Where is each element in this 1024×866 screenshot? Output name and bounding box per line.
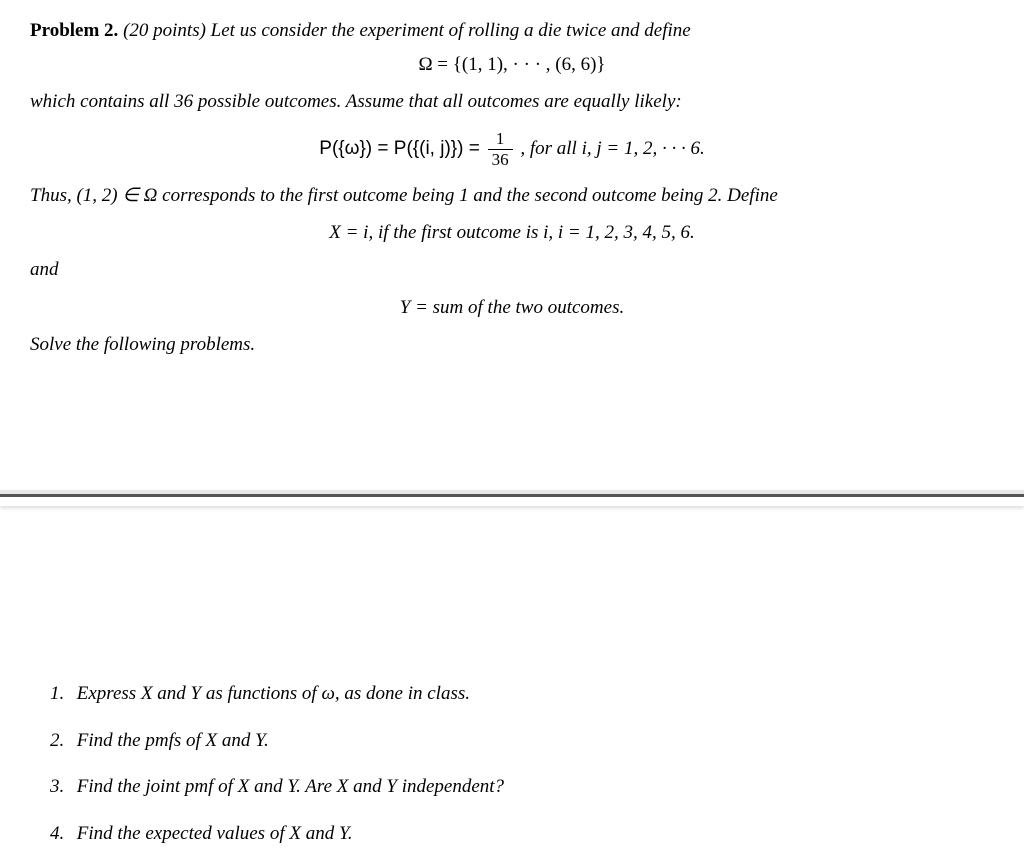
question-3: 3. Find the joint pmf of X and Y. Are X … bbox=[50, 773, 984, 802]
solve-text: Solve the following problems. bbox=[30, 331, 994, 360]
question-2: 2. Find the pmfs of X and Y. bbox=[50, 727, 984, 756]
probability-equation: P({ω}) = P({(i, j)}) = 1 36 , for all i,… bbox=[30, 129, 994, 170]
frac-denominator: 36 bbox=[488, 150, 513, 170]
questions-list: 1. Express X and Y as functions of ω, as… bbox=[50, 680, 984, 866]
prob-left: P({ω}) = P({(i, j)}) = bbox=[319, 137, 480, 158]
y-def: Y = sum of the two outcomes. bbox=[400, 297, 624, 318]
x-def: X = i, if the first outcome is i, i = 1,… bbox=[329, 222, 695, 243]
q4-text: Find the expected values of X and Y. bbox=[77, 823, 353, 844]
intro-text: Let us consider the experiment of rollin… bbox=[211, 20, 691, 41]
q1-text: Express X and Y as functions of ω, as do… bbox=[77, 683, 470, 704]
problem-label: Problem 2. bbox=[30, 20, 118, 41]
frac-numerator: 1 bbox=[488, 129, 513, 150]
prob-right: , for all i, j = 1, 2, · · · 6. bbox=[520, 137, 704, 158]
question-4: 4. Find the expected values of X and Y. bbox=[50, 820, 984, 849]
thus-text: Thus, (1, 2) ∈ Ω corresponds to the firs… bbox=[30, 185, 778, 206]
question-1: 1. Express X and Y as functions of ω, as… bbox=[50, 680, 984, 709]
q1-number: 1. bbox=[50, 680, 72, 709]
problem-header: Problem 2. (20 points) Let us consider t… bbox=[30, 20, 994, 42]
page-divider bbox=[0, 490, 1024, 506]
q2-text: Find the pmfs of X and Y. bbox=[77, 730, 269, 751]
and-text: and bbox=[30, 256, 994, 285]
q2-number: 2. bbox=[50, 727, 72, 756]
outcomes-paragraph: which contains all 36 possible outcomes.… bbox=[30, 88, 994, 117]
omega-def: Ω = {(1, 1), · · · , (6, 6)} bbox=[418, 54, 605, 75]
x-equation: X = i, if the first outcome is i, i = 1,… bbox=[30, 222, 994, 244]
q3-text: Find the joint pmf of X and Y. Are X and… bbox=[77, 776, 504, 797]
points-label: (20 points) bbox=[123, 20, 206, 41]
thus-paragraph: Thus, (1, 2) ∈ Ω corresponds to the firs… bbox=[30, 182, 994, 211]
y-equation: Y = sum of the two outcomes. bbox=[30, 297, 994, 319]
prob-fraction: 1 36 bbox=[488, 129, 513, 170]
omega-equation: Ω = {(1, 1), · · · , (6, 6)} bbox=[30, 54, 994, 76]
q4-number: 4. bbox=[50, 820, 72, 849]
q3-number: 3. bbox=[50, 773, 72, 802]
